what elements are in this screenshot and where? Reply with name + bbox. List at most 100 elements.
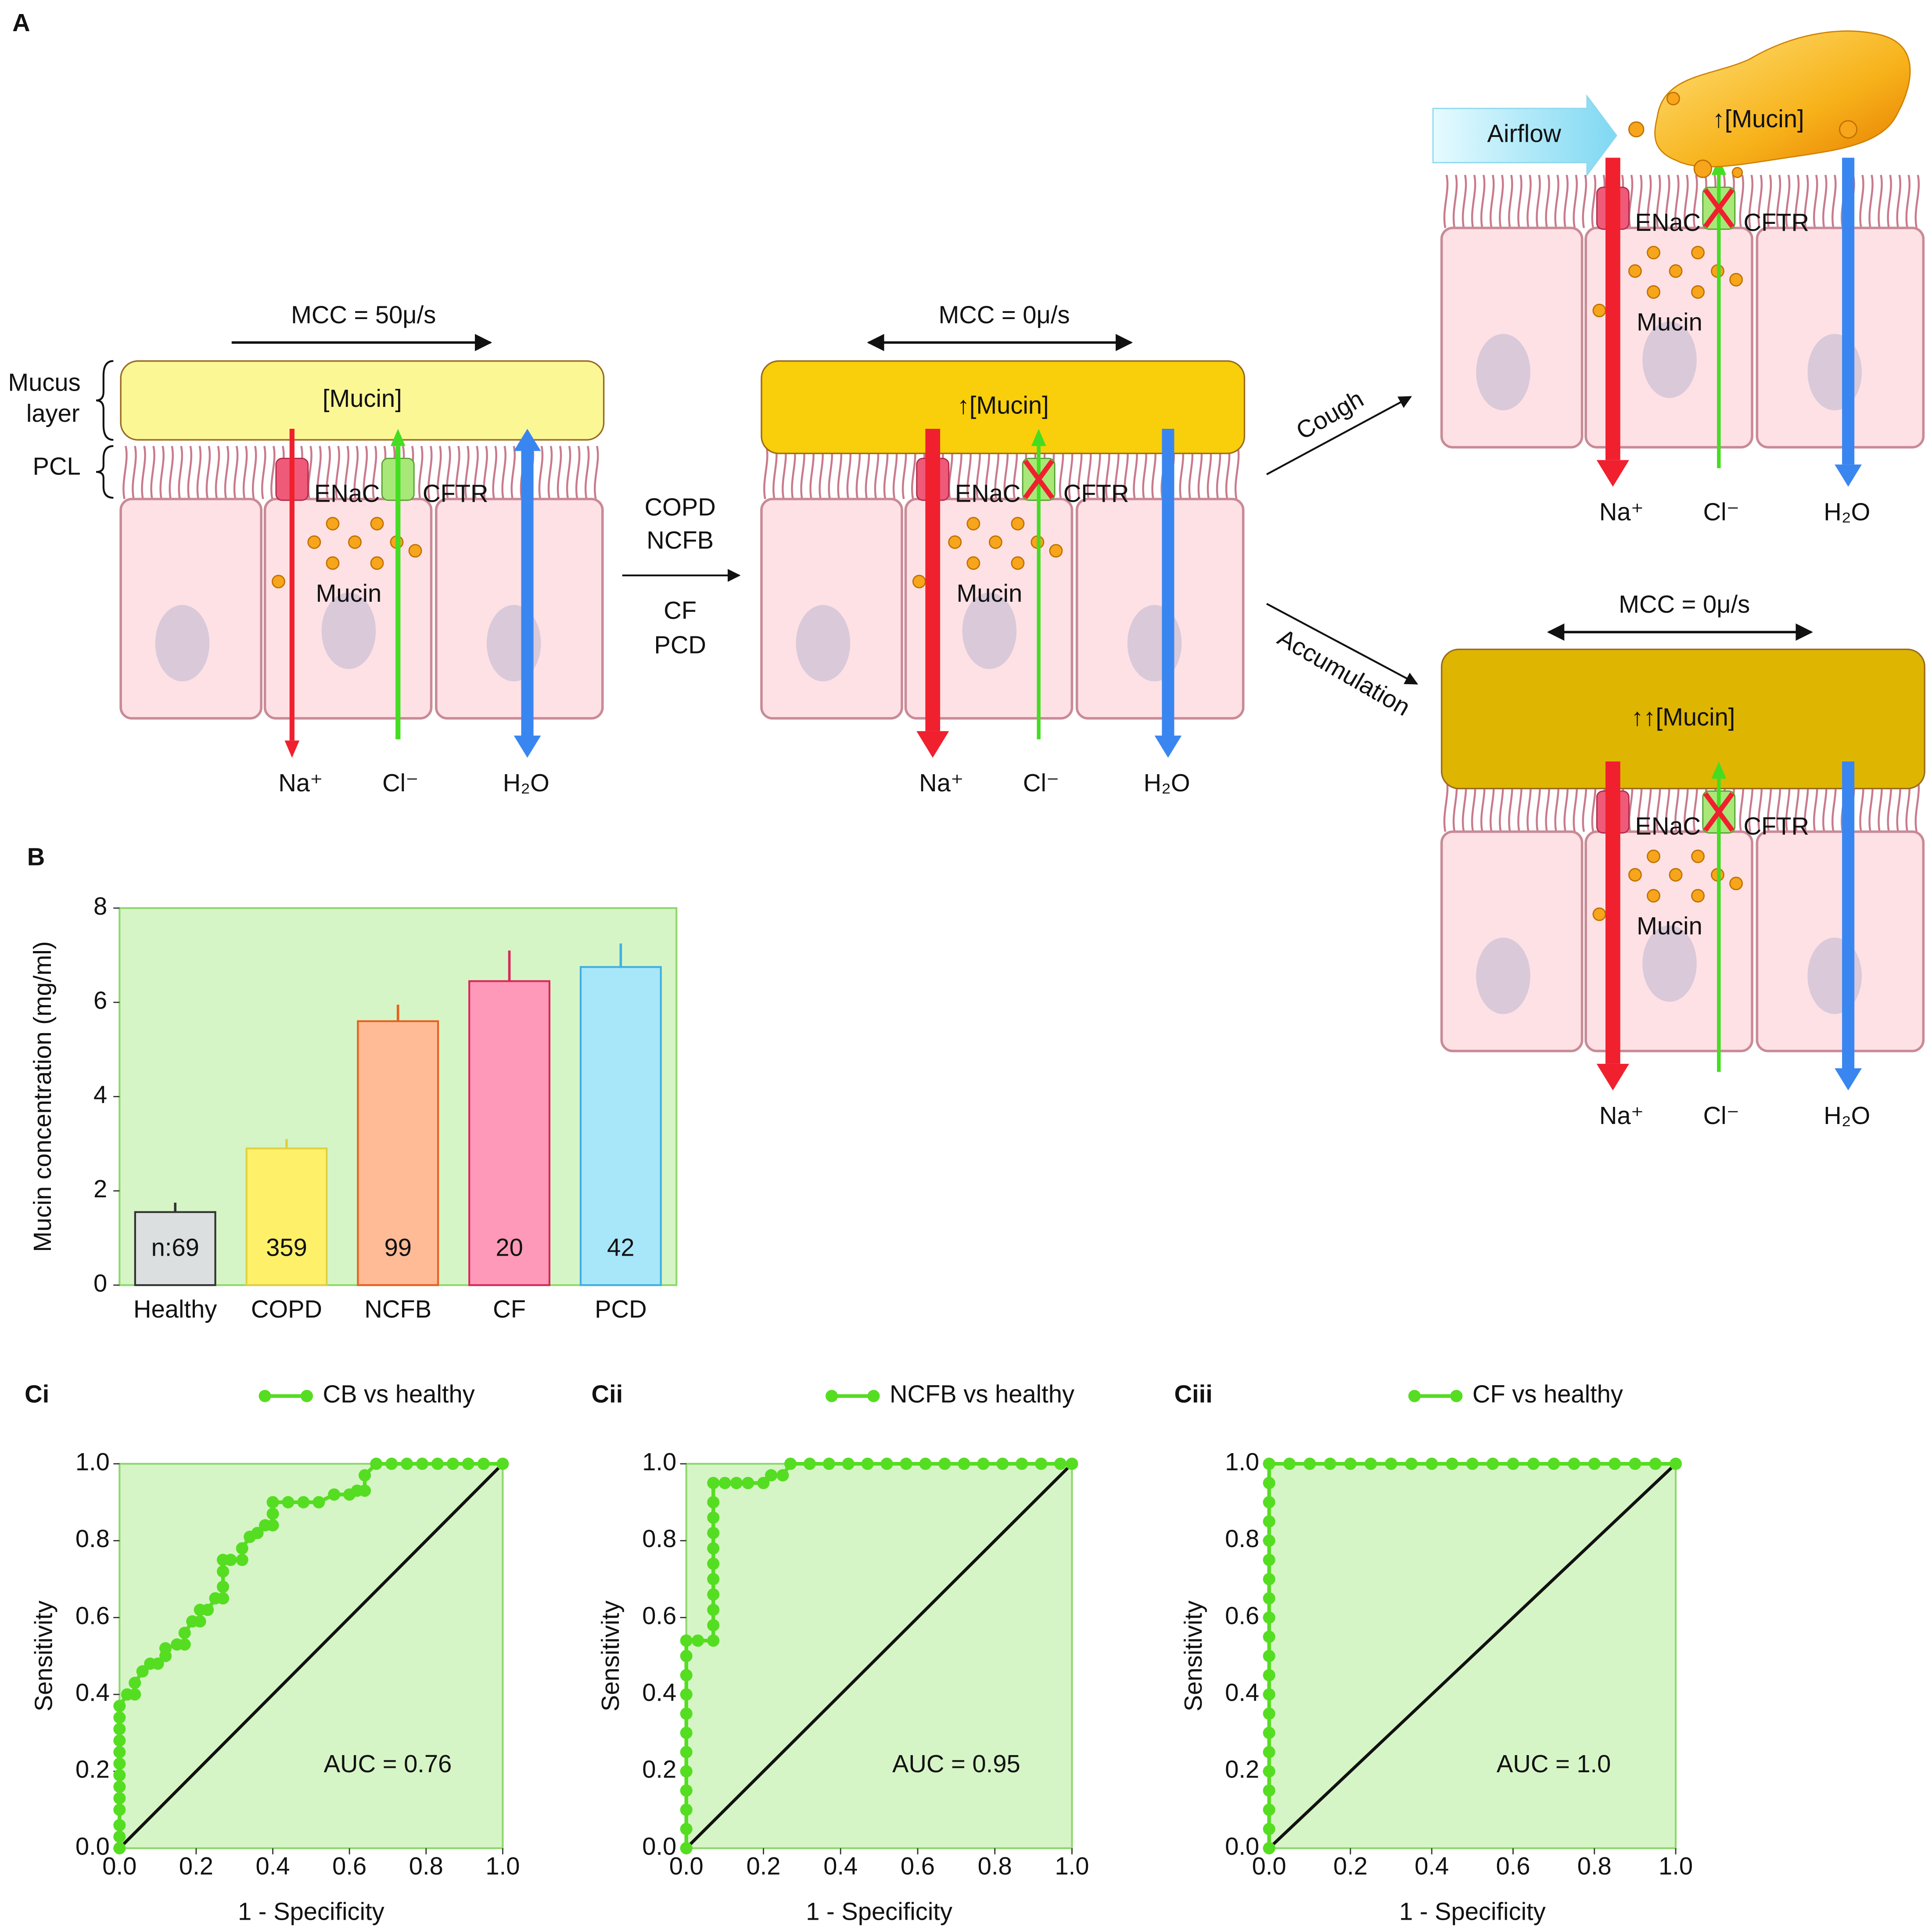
mucus-label: layer <box>26 399 80 427</box>
legend-label: CF vs healthy <box>1472 1380 1623 1408</box>
panel-label: B <box>27 843 45 871</box>
roc-point <box>880 1458 893 1470</box>
mucin-granule <box>408 544 422 558</box>
mucin-granule <box>1647 889 1660 903</box>
roc-point <box>1649 1458 1662 1470</box>
roc-point <box>1527 1458 1540 1470</box>
roc-point <box>1263 1746 1275 1759</box>
mcc-label: MCC = 50μ/s <box>291 301 436 328</box>
ion-label: H₂O <box>1824 498 1870 526</box>
mucin-granule <box>1049 544 1063 558</box>
bar <box>579 966 662 1286</box>
roc-point <box>707 1619 720 1632</box>
roc-point <box>1263 1592 1275 1605</box>
roc-point <box>1304 1458 1316 1470</box>
arrow-head <box>916 731 949 758</box>
roc-point <box>1487 1458 1499 1470</box>
roc-point <box>680 1842 693 1855</box>
y-tick-label: 0.6 <box>642 1602 676 1629</box>
mucin-layer-label: ↑[Mucin] <box>957 391 1049 419</box>
mcc-label: MCC = 0μ/s <box>939 301 1070 328</box>
roc-point <box>730 1476 743 1490</box>
y-axis-label: Sensitivity <box>1179 1601 1207 1712</box>
cough-label: Cough <box>1291 384 1368 445</box>
annotation: AUC = 0.76 <box>324 1750 452 1778</box>
roc-point <box>1426 1458 1438 1470</box>
arrow-head <box>514 428 541 451</box>
mucin-granule <box>1691 285 1705 299</box>
roc-point <box>1263 1573 1275 1585</box>
roc-point <box>178 1638 191 1651</box>
roc-point <box>266 1508 279 1520</box>
x-tick-label: 1.0 <box>1659 1852 1693 1880</box>
mucin-granule <box>966 517 980 531</box>
mucin-granule <box>326 517 340 531</box>
roc-point <box>1263 1823 1275 1835</box>
transition-label: COPD <box>645 493 716 521</box>
roc-point <box>312 1496 325 1508</box>
airflow-label: Airflow <box>1487 120 1562 147</box>
y-tick-label: 0.0 <box>642 1832 676 1860</box>
x-tick-label: Healthy <box>133 1295 217 1323</box>
enac-label: ENaC <box>314 479 380 507</box>
ion-label: Na⁺ <box>1599 1102 1644 1129</box>
roc-point <box>1035 1458 1048 1470</box>
mucin-granule <box>1647 246 1660 259</box>
roc-point <box>1466 1458 1479 1470</box>
roc-point <box>113 1734 126 1747</box>
roc-point <box>113 1780 126 1793</box>
y-tick-label: 0.2 <box>1225 1756 1259 1783</box>
roc-point <box>680 1634 693 1647</box>
mucin-label: Mucin <box>1637 912 1702 940</box>
ion-label: Cl⁻ <box>1023 769 1059 797</box>
roc-point <box>1054 1458 1067 1470</box>
roc-point <box>776 1469 789 1482</box>
epithelium-diagram: [Mucin] ENaC CFTR Mucin Na⁺ Cl⁻ H₂O MCC = 50μ/s <box>119 301 605 797</box>
mucin-layer-label: [Mucin] <box>323 384 402 412</box>
roc-point <box>822 1458 835 1470</box>
roc-point <box>680 1727 693 1739</box>
ion-label: Na⁺ <box>919 769 963 797</box>
x-axis-label: 1 - Specificity <box>806 1898 952 1925</box>
nucleus <box>1476 937 1530 1014</box>
arrow-head <box>390 428 406 446</box>
epithelium-diagram: ENaC CFTR Mucin Na⁺ Cl⁻ H₂O <box>1440 158 1925 526</box>
x-tick-label: COPD <box>251 1295 322 1323</box>
roc-point <box>1263 1784 1275 1797</box>
x-tick-label: 1.0 <box>485 1852 520 1880</box>
y-tick-label: 0.0 <box>75 1832 110 1860</box>
roc-point <box>718 1476 731 1490</box>
roc-point <box>680 1765 693 1778</box>
panel-label: A <box>12 9 30 36</box>
roc-point <box>977 1458 990 1470</box>
roc-point <box>996 1458 1009 1470</box>
roc-point <box>765 1469 778 1482</box>
roc-point <box>385 1458 398 1470</box>
ion-label: Na⁺ <box>1599 498 1644 526</box>
brace <box>96 445 114 499</box>
y-tick-label: 4 <box>93 1081 107 1108</box>
roc-point <box>201 1603 214 1616</box>
mucin-granule <box>1691 849 1705 863</box>
roc-point <box>113 1757 126 1770</box>
mucin-granule <box>1592 907 1606 921</box>
cftr-label: CFTR <box>1063 479 1129 507</box>
mucus-label: Mucus <box>8 369 80 396</box>
roc-point <box>1066 1458 1078 1470</box>
roc-point <box>136 1665 149 1678</box>
mucus-layer <box>120 360 605 441</box>
roc-point <box>194 1615 206 1628</box>
airflow-arrow <box>1432 94 1618 177</box>
mucin-granule <box>966 556 980 570</box>
mucin-granule <box>1691 889 1705 903</box>
mucin-granule <box>1647 849 1660 863</box>
roc-point <box>1609 1458 1621 1470</box>
y-tick-label: 0.2 <box>75 1756 110 1783</box>
nucleus <box>1476 334 1530 410</box>
mucin-granule <box>1011 556 1025 570</box>
arrow-head <box>514 736 541 758</box>
annotation: AUC = 1.0 <box>1497 1750 1611 1778</box>
roc-point <box>692 1634 704 1647</box>
roc-point <box>938 1458 951 1470</box>
mucin-label: Mucin <box>1637 308 1702 336</box>
